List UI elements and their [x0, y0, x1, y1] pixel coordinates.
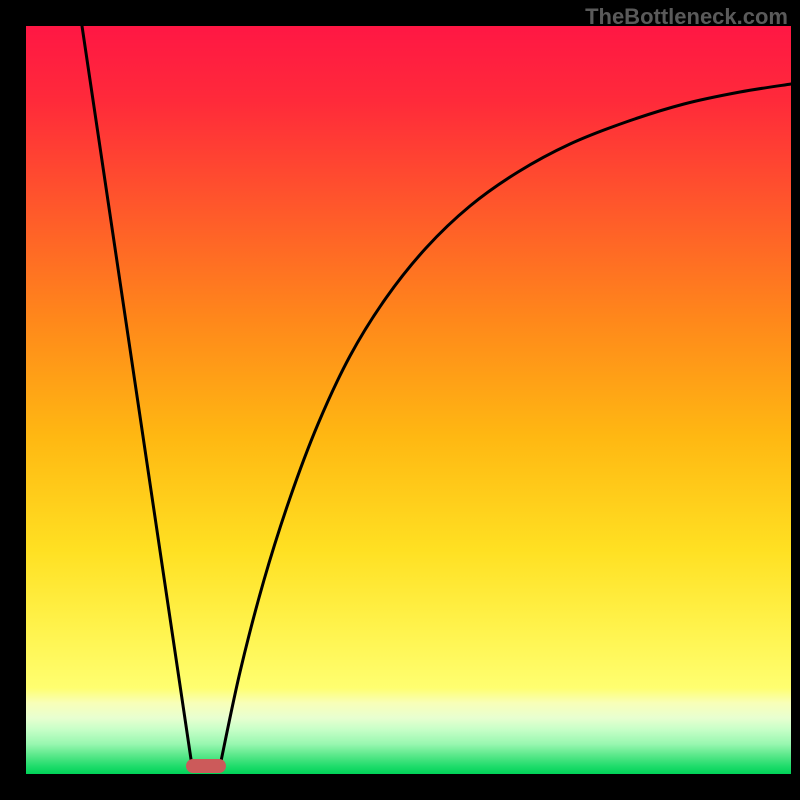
optimal-marker: [186, 759, 226, 773]
chart-plot-area: [26, 26, 791, 774]
attribution-text: TheBottleneck.com: [585, 4, 788, 30]
bottleneck-chart: [0, 0, 800, 800]
chart-container: TheBottleneck.com: [0, 0, 800, 800]
